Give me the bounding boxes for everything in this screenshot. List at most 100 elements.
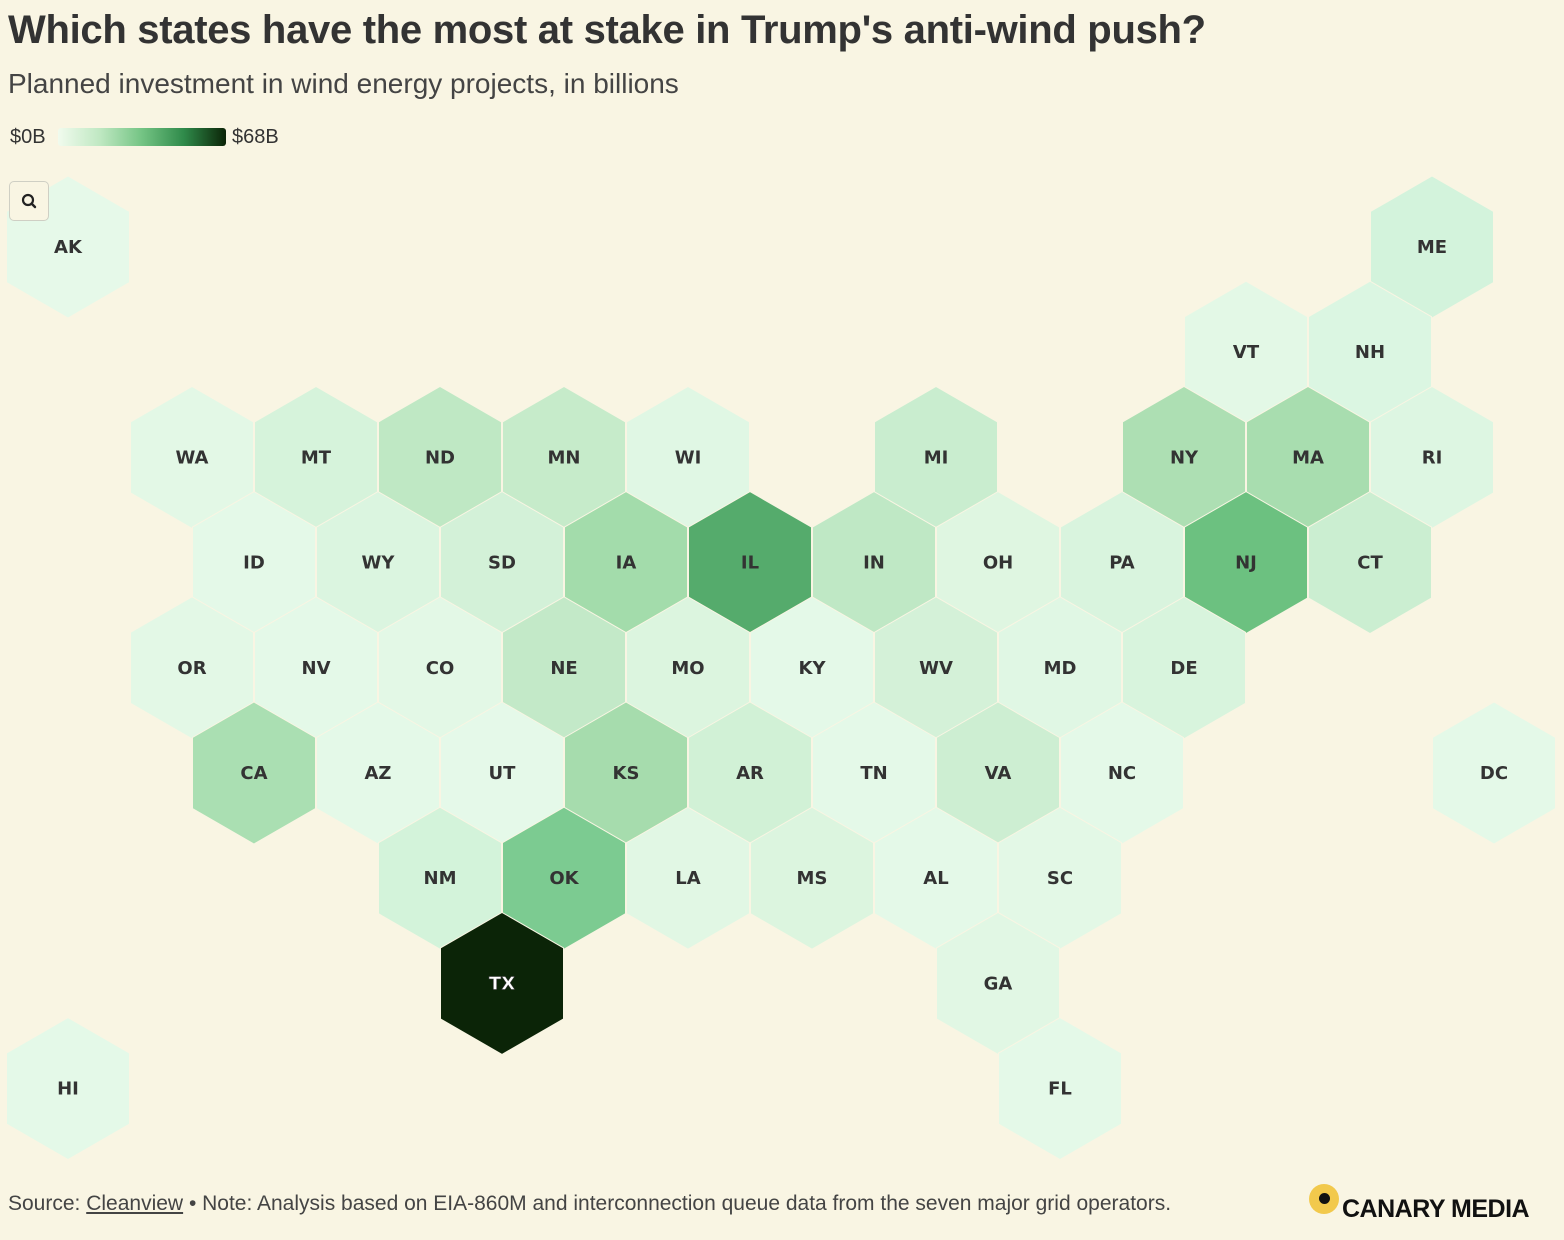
- state-label-mo: MO: [671, 658, 704, 679]
- state-label-la: LA: [675, 868, 700, 889]
- state-tile-sc[interactable]: SC: [998, 806, 1122, 950]
- state-label-or: OR: [177, 658, 206, 679]
- state-label-wv: WV: [919, 658, 953, 679]
- state-hex-ca[interactable]: [192, 701, 316, 845]
- state-label-il: IL: [741, 553, 759, 574]
- state-tile-il[interactable]: IL: [688, 491, 812, 635]
- state-label-sd: SD: [488, 553, 516, 574]
- state-label-nc: NC: [1108, 763, 1136, 784]
- state-label-id: ID: [243, 553, 265, 574]
- state-hex-ms[interactable]: [750, 806, 874, 950]
- source-link[interactable]: Cleanview: [86, 1192, 184, 1215]
- source-prefix: Source:: [8, 1192, 87, 1215]
- state-label-ak: AK: [54, 237, 83, 258]
- state-label-tx: TX: [489, 973, 515, 994]
- state-label-ky: KY: [799, 658, 827, 679]
- state-tile-co[interactable]: CO: [378, 596, 502, 740]
- state-label-wa: WA: [176, 447, 209, 468]
- state-tile-ia[interactable]: IA: [564, 491, 688, 635]
- state-hex-la[interactable]: [626, 806, 750, 950]
- state-label-mt: MT: [301, 447, 332, 468]
- state-tile-dc[interactable]: DC: [1432, 701, 1556, 845]
- state-tile-ri[interactable]: RI: [1370, 385, 1494, 529]
- state-hex-dc[interactable]: [1432, 701, 1556, 845]
- state-label-al: AL: [923, 868, 948, 889]
- state-label-ma: MA: [1292, 447, 1324, 468]
- state-tile-tn[interactable]: TN: [812, 701, 936, 845]
- state-label-oh: OH: [983, 553, 1013, 574]
- state-tile-tx[interactable]: TX: [440, 911, 564, 1055]
- state-label-vt: VT: [1233, 342, 1260, 363]
- state-tile-ok[interactable]: OK: [502, 806, 626, 950]
- magnifier-icon: [21, 193, 37, 209]
- state-tile-ks[interactable]: KS: [564, 701, 688, 845]
- state-label-tn: TN: [860, 763, 887, 784]
- state-label-ks: KS: [613, 763, 640, 784]
- state-label-ok: OK: [549, 868, 579, 889]
- state-label-md: MD: [1044, 658, 1077, 679]
- state-hex-ct[interactable]: [1308, 491, 1432, 635]
- state-label-ct: CT: [1357, 553, 1383, 574]
- state-label-nh: NH: [1355, 342, 1385, 363]
- state-tile-ut[interactable]: UT: [440, 701, 564, 845]
- footer-note: Source: Cleanview • Note: Analysis based…: [8, 1192, 1171, 1216]
- state-hex-hi[interactable]: [6, 1017, 130, 1161]
- state-tile-hi[interactable]: HI: [6, 1017, 130, 1161]
- state-label-de: DE: [1170, 658, 1197, 679]
- state-label-ne: NE: [550, 658, 577, 679]
- state-label-sc: SC: [1047, 868, 1073, 889]
- state-tile-de[interactable]: DE: [1122, 596, 1246, 740]
- state-tile-az[interactable]: AZ: [316, 701, 440, 845]
- state-label-wi: WI: [675, 447, 702, 468]
- state-tile-ca[interactable]: CA: [192, 701, 316, 845]
- canary-media-logo[interactable]: CANARY MEDIA: [1306, 1180, 1556, 1224]
- state-label-ar: AR: [736, 763, 764, 784]
- state-label-mn: MN: [548, 447, 581, 468]
- state-label-hi: HI: [57, 1079, 79, 1100]
- state-label-ia: IA: [616, 553, 637, 574]
- chart-title: Which states have the most at stake in T…: [8, 8, 1206, 52]
- legend-max-label: $68B: [232, 126, 279, 148]
- state-label-nj: NJ: [1235, 553, 1257, 574]
- legend-min-label: $0B: [10, 126, 46, 148]
- state-label-fl: FL: [1048, 1079, 1072, 1100]
- state-tile-ma[interactable]: MA: [1246, 385, 1370, 529]
- state-hex-fl[interactable]: [998, 1017, 1122, 1161]
- state-label-wy: WY: [362, 553, 396, 574]
- state-tile-nm[interactable]: NM: [378, 806, 502, 950]
- state-label-pa: PA: [1109, 553, 1135, 574]
- state-tile-wv[interactable]: WV: [874, 596, 998, 740]
- state-label-nm: NM: [424, 868, 457, 889]
- hex-tile-map: AK ME VT NH WA MT ND MN WI MI NY MA RI ID WY SD IA IL IN OH…: [6, 175, 1556, 1161]
- state-label-ri: RI: [1422, 447, 1443, 468]
- state-tile-mn[interactable]: MN: [502, 385, 626, 529]
- state-label-mi: MI: [924, 447, 949, 468]
- state-hex-tx[interactable]: [440, 911, 564, 1055]
- state-label-az: AZ: [365, 763, 392, 784]
- logo-text: CANARY MEDIA: [1342, 1195, 1530, 1223]
- state-label-va: VA: [985, 763, 1012, 784]
- state-tile-id[interactable]: ID: [192, 491, 316, 635]
- logo-dot-icon: [1309, 1184, 1339, 1214]
- state-tile-ct[interactable]: CT: [1308, 491, 1432, 635]
- state-label-nd: ND: [425, 447, 455, 468]
- state-label-ut: UT: [489, 763, 517, 784]
- state-tile-la[interactable]: LA: [626, 806, 750, 950]
- note-text: • Note: Analysis based on EIA-860M and i…: [183, 1192, 1172, 1215]
- state-label-ga: GA: [984, 973, 1013, 994]
- state-label-co: CO: [426, 658, 455, 679]
- state-label-dc: DC: [1480, 763, 1508, 784]
- state-label-ny: NY: [1170, 447, 1199, 468]
- state-tile-pa[interactable]: PA: [1060, 491, 1184, 635]
- state-label-nv: NV: [302, 658, 331, 679]
- zoom-button[interactable]: [9, 181, 49, 221]
- state-label-in: IN: [863, 553, 885, 574]
- state-label-me: ME: [1417, 237, 1447, 258]
- state-tile-ms[interactable]: MS: [750, 806, 874, 950]
- chart-subtitle: Planned investment in wind energy projec…: [8, 68, 679, 99]
- state-tile-in[interactable]: IN: [812, 491, 936, 635]
- state-tile-mo[interactable]: MO: [626, 596, 750, 740]
- state-label-ms: MS: [797, 868, 828, 889]
- state-tile-fl[interactable]: FL: [998, 1017, 1122, 1161]
- state-tile-ga[interactable]: GA: [936, 911, 1060, 1055]
